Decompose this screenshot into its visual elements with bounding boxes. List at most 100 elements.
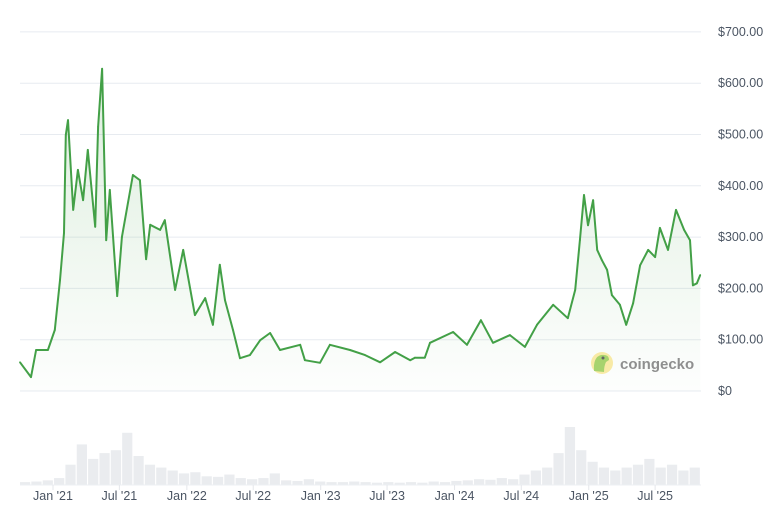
price-point [480,319,482,322]
price-point [429,341,431,344]
y-tick-label: $100.00 [718,333,763,347]
price-point [279,349,281,351]
price-point [466,343,468,346]
price-point [667,249,669,251]
volume-bar [666,464,678,485]
x-tick-label: Jul '23 [369,489,405,503]
x-tick-label: Jul '22 [235,489,271,503]
gecko-head-icon [593,354,609,372]
volume-bar [644,458,655,485]
price-point [423,356,426,359]
price-point [259,339,262,342]
price-point [619,303,621,306]
price-point [566,317,569,320]
volume-bars [20,427,701,486]
price-point [492,341,494,344]
volume-bar [258,478,269,485]
volume-bar [485,479,496,485]
price-point [163,219,166,222]
y-tick-label: $400.00 [718,179,763,193]
price-point [696,282,698,285]
price-point [174,289,177,291]
volume-bar [598,467,610,485]
price-point [647,249,650,251]
price-point [606,269,608,271]
price-point [319,361,321,364]
volume-bar [576,450,587,485]
volume-bar [269,473,280,485]
volume-bar [474,479,485,485]
volume-bar [303,479,314,485]
price-point [625,323,628,326]
price-point [699,274,702,276]
price-point [211,323,214,326]
volume-bar [190,472,201,485]
x-tick-label: Jul '24 [503,489,539,503]
volume-bar [451,480,462,485]
price-point [304,359,306,362]
volume-bar [496,478,507,485]
volume-bar [349,481,360,485]
price-point [132,174,134,176]
price-point [139,179,141,182]
volume-bar [610,470,621,485]
volume-bar [247,479,258,485]
price-point [639,264,641,267]
volume-bar [542,467,553,485]
x-axis-labels: Jan '21 Jul '21 Jan '22 Jul '22 Jan '23 Jul '… [33,485,673,503]
watermark-text: coingecko [620,356,694,373]
volume-bar [439,482,451,485]
volume-bar [371,482,383,485]
volume-bar [144,464,156,485]
y-tick-label: $500.00 [718,128,763,142]
price-point [574,289,577,291]
price-point [299,343,302,346]
volume-bar [553,453,564,485]
price-point [689,239,691,242]
price-point [592,199,595,202]
volume-bar [462,480,473,485]
price-point [67,119,69,122]
volume-bar [315,481,326,485]
x-tick-label: Jan '23 [301,489,341,503]
price-point [675,209,677,211]
price-point [82,199,84,202]
volume-bar [167,470,178,485]
price-point [394,351,397,353]
price-point [30,376,32,379]
volume-bar [326,482,337,485]
price-point [105,239,108,242]
volume-bar [292,480,303,485]
price-point [232,329,234,331]
price-point [145,258,148,261]
price-point [35,349,38,351]
price-point [579,239,581,242]
price-point [249,354,251,356]
price-point [204,297,207,300]
y-tick-label: $600.00 [718,76,763,90]
price-point [194,314,196,316]
price-point [63,232,65,234]
price-point [524,345,526,348]
x-tick-label: Jan '25 [569,489,609,503]
volume-bar [632,464,644,485]
price-point [601,259,603,262]
volume-bar [156,467,167,485]
price-point [239,357,241,360]
volume-bar [42,480,53,485]
price-point [53,329,56,331]
gecko-eye-icon [601,356,605,360]
price-point [19,361,21,364]
volume-bar [76,444,87,485]
volume-bar [621,467,632,485]
price-point [269,332,271,334]
price-point [552,303,555,306]
volume-bar [383,482,394,485]
price-point [86,148,89,151]
price-point [224,299,226,302]
x-tick-label: Jan '24 [435,489,475,503]
volume-bar [235,478,246,485]
volume-bar [281,480,292,485]
price-point [149,223,152,226]
volume-bar [212,476,224,485]
